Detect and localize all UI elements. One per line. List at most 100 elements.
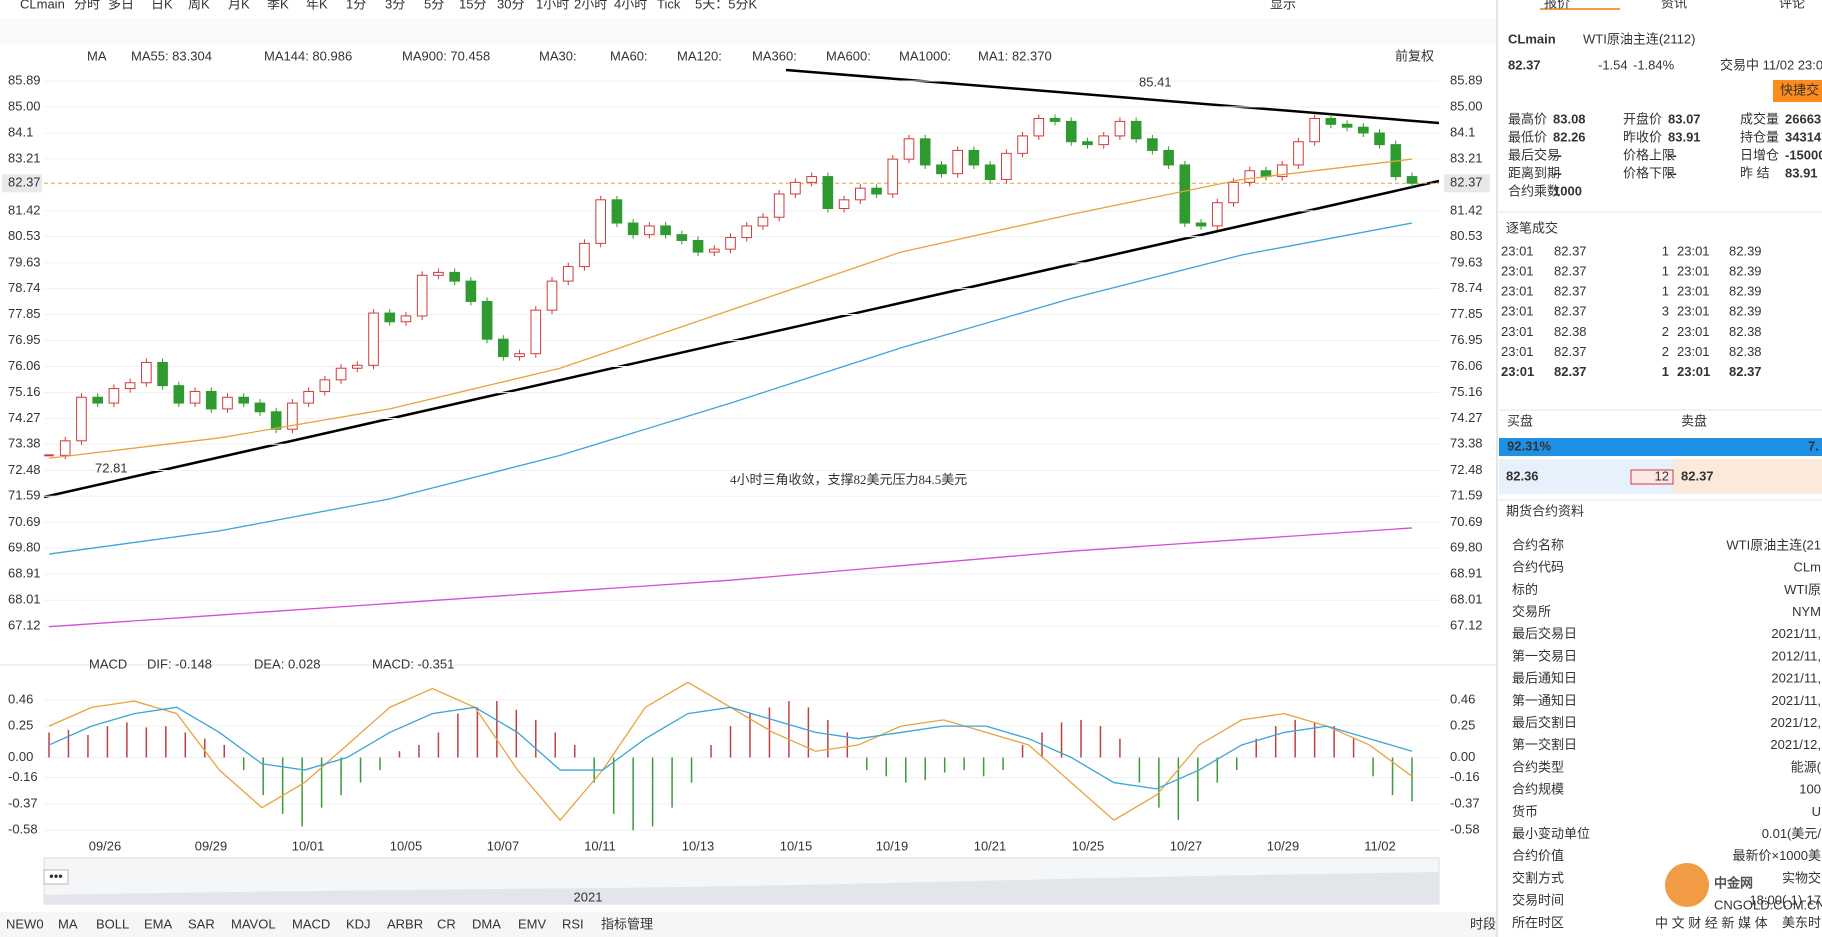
period-tab[interactable]: 1小时 [536, 0, 569, 11]
contract-value: 2021/11, [1771, 626, 1821, 641]
navigator-menu-dots: ••• [49, 868, 63, 883]
ma-legend: MA [87, 48, 107, 63]
candle [1211, 202, 1223, 227]
high-label: 85.41 [1139, 74, 1172, 89]
indicator-tab[interactable]: NEW0 [6, 916, 44, 931]
low-label: 72.81 [95, 460, 128, 475]
candle [59, 440, 71, 456]
period-tab[interactable]: 多日 [108, 0, 134, 11]
indicator-tab[interactable]: MAVOL [231, 916, 276, 931]
candle [952, 149, 963, 175]
session-tab[interactable]: 时段 [1470, 916, 1496, 931]
trade-cell: 1 [1662, 284, 1669, 299]
period-tab[interactable]: 周K [188, 0, 210, 11]
indicator-tab[interactable]: EMV [518, 916, 547, 931]
indicator-tab[interactable]: 指标管理 [601, 916, 653, 931]
display-menu[interactable]: 显示 [1270, 0, 1296, 11]
stat-label: 价格下限 [1623, 165, 1675, 180]
bid-label: 买盘 [1507, 413, 1533, 428]
period-tab[interactable]: Tick [657, 0, 681, 11]
period-tab[interactable]: 月K [228, 0, 250, 11]
y-tick-label: 84.1 [8, 124, 33, 139]
period-tab[interactable]: 4小时 [614, 0, 647, 11]
candle [1325, 117, 1337, 125]
trade-cell: 82.38 [1729, 344, 1762, 359]
panel-tab[interactable]: 评论 [1779, 0, 1805, 10]
y-tick-label: 68.01 [1450, 592, 1483, 607]
indicator-tab[interactable]: DMA [472, 916, 501, 931]
quick-trade-button[interactable] [1773, 80, 1822, 102]
indicator-tab[interactable]: BOLL [96, 916, 129, 931]
period-tab[interactable]: 3分 [385, 0, 405, 11]
candle [465, 280, 477, 302]
bid-size: 12 [1655, 468, 1669, 483]
period-tab[interactable]: 分时 [74, 0, 100, 11]
candle [773, 193, 785, 218]
symbol-tab[interactable]: CLmain [20, 0, 65, 11]
candle [822, 176, 834, 210]
candle [1228, 181, 1239, 204]
period-tab[interactable]: 30分 [497, 0, 524, 11]
y-tick-label: 77.85 [8, 306, 41, 321]
contract-value: 美东时 [1782, 915, 1821, 930]
period-tab[interactable]: 季K [267, 0, 289, 11]
y-tick-label: 80.53 [8, 228, 41, 243]
indicator-tab[interactable]: EMA [144, 916, 173, 931]
x-tick-label: 10/27 [1170, 838, 1203, 853]
contract-value: 2021/11, [1771, 671, 1821, 686]
period-tab[interactable]: 5分 [424, 0, 444, 11]
candle [871, 187, 882, 195]
indicator-tab[interactable]: RSI [562, 916, 584, 931]
ma-legend: MA1: 82.370 [978, 48, 1052, 63]
candle [1147, 138, 1158, 151]
y-tick-label: 72.48 [8, 462, 41, 477]
candle [1049, 117, 1061, 122]
stat-label: 昨收价 [1623, 129, 1662, 144]
indicator-tab[interactable]: KDJ [346, 916, 371, 931]
dea-line [48, 706, 1413, 790]
period-tab[interactable]: 日K [151, 0, 173, 11]
candle [919, 138, 931, 166]
adjust-mode[interactable]: 前复权 [1395, 48, 1434, 63]
resistance-trendline [785, 68, 1440, 125]
contract-value: 实物交 [1782, 870, 1821, 885]
trade-cell: 23:01 [1677, 264, 1710, 279]
period-tab[interactable]: 5天：5分K [695, 0, 757, 11]
trade-cell: 23:01 [1677, 324, 1710, 339]
period-tab[interactable]: 15分 [459, 0, 486, 11]
candle [1082, 141, 1093, 146]
period-tab[interactable]: 2小时 [574, 0, 607, 11]
indicator-tab[interactable]: MA [58, 916, 78, 931]
period-tab[interactable]: 1分 [346, 0, 366, 11]
contract-value: 最新价×1000美 [1732, 848, 1821, 863]
panel-tab[interactable]: 报价 [1544, 0, 1570, 10]
contract-label: 合约规模 [1512, 782, 1564, 797]
candle [1341, 123, 1353, 128]
indicator-tab[interactable]: CR [437, 916, 456, 931]
panel-tab[interactable]: 资讯 [1661, 0, 1687, 10]
candle [433, 271, 444, 276]
stat-label: 最后交易 [1508, 147, 1560, 162]
trade-cell: 1 [1662, 264, 1669, 279]
trade-cell: 82.38 [1729, 324, 1762, 339]
ask-price: 82.37 [1681, 468, 1714, 483]
y-tick-label: 80.53 [1450, 228, 1483, 243]
drawing-toolbar [0, 18, 1496, 44]
trade-cell: 23:01 [1501, 324, 1534, 339]
stat-label: 开盘价 [1623, 111, 1662, 126]
contract-label: 最后交割日 [1512, 715, 1577, 730]
quick-trade-label: 快捷交 [1780, 82, 1819, 97]
indicator-tab[interactable]: ARBR [387, 916, 423, 931]
candle [514, 353, 525, 358]
indicator-tab[interactable]: MACD [292, 916, 330, 931]
navigator-menu[interactable] [43, 869, 69, 885]
candle [1098, 135, 1110, 146]
period-tab[interactable]: 年K [306, 0, 328, 11]
candle [108, 388, 120, 404]
candle [1358, 126, 1369, 134]
contract-label: 合约类型 [1512, 759, 1564, 774]
indicator-tab[interactable]: SAR [188, 916, 215, 931]
candle [1065, 120, 1077, 143]
y-tick-label: 76.06 [1450, 358, 1483, 373]
